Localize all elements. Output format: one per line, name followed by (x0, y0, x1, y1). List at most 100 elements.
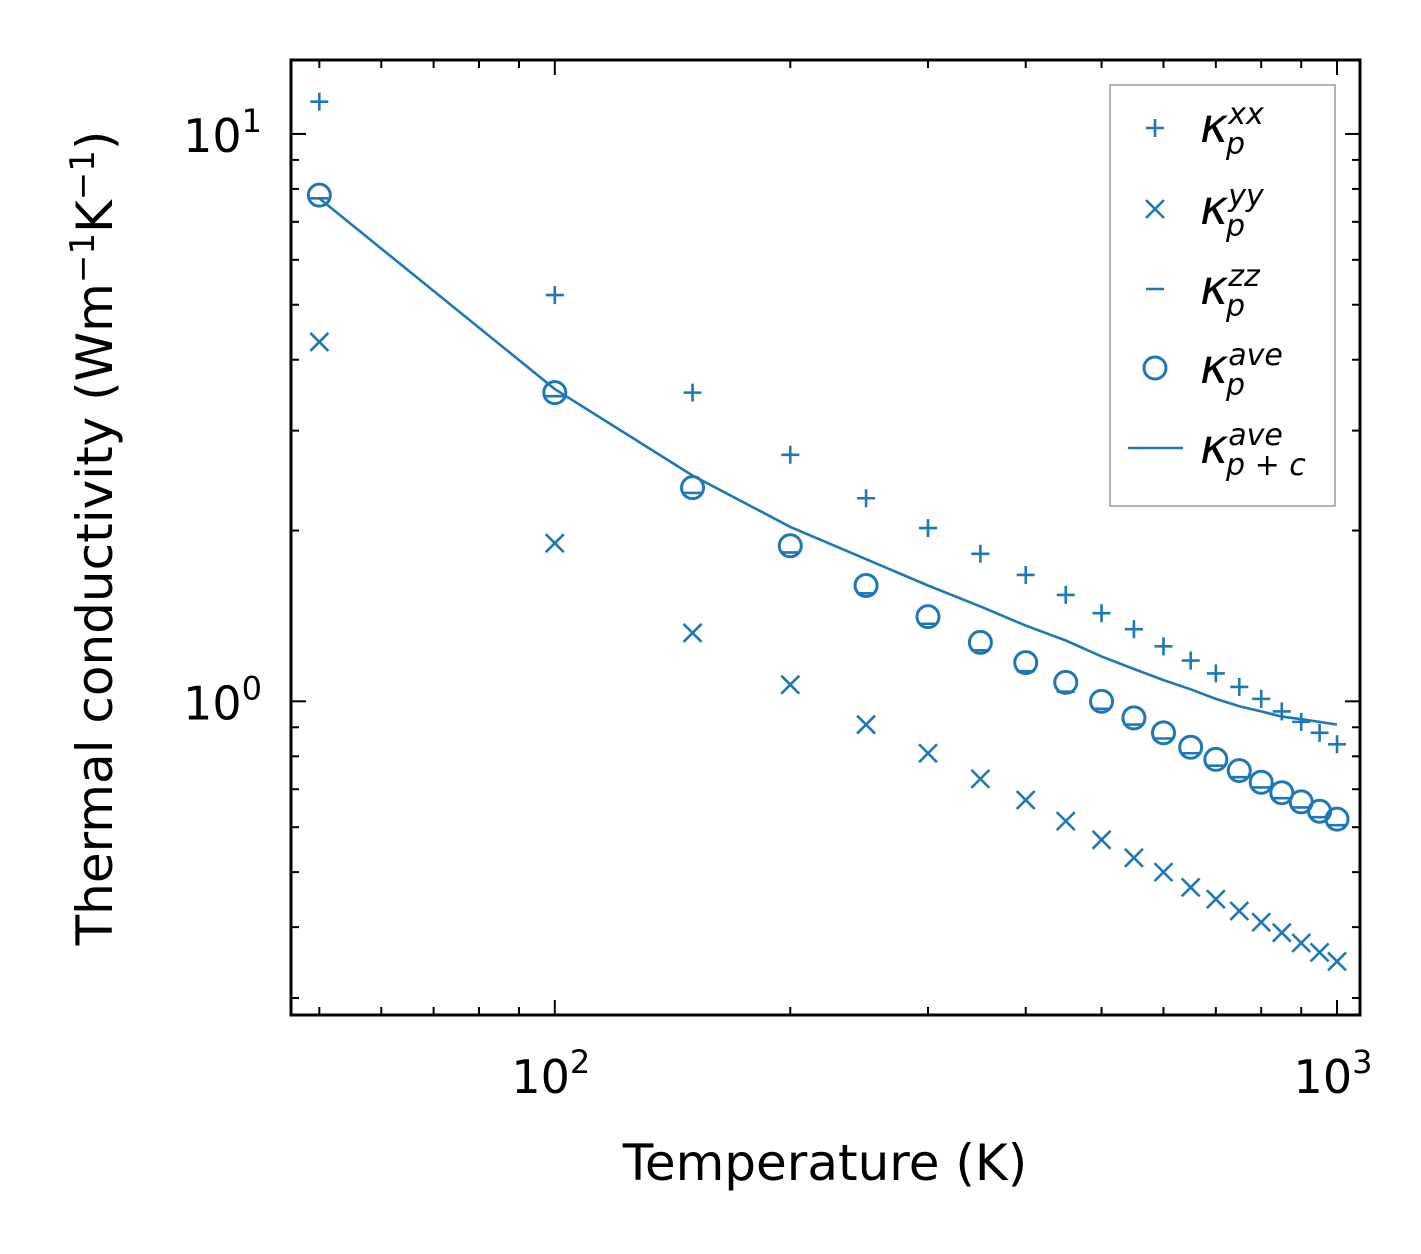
series-ave_pc (318, 197, 1338, 726)
y-axis-title-exp2: −1 (63, 150, 103, 200)
data-point-xx (919, 519, 938, 538)
data-point-ave (915, 604, 941, 630)
data-point-yy (1251, 912, 1272, 933)
data-point-ave (777, 533, 803, 559)
data-point-ave (1226, 758, 1252, 784)
y-tick-label: 101 (183, 102, 262, 163)
data-point-xx (781, 445, 800, 464)
legend-label-zz: κzz p (1200, 259, 1261, 324)
data-point-xx (971, 544, 990, 563)
y-axis-title: Thermal conductivity (Wm−1K−1) (63, 131, 124, 947)
legend-sup-ave-pc: ave (1228, 418, 1283, 453)
legend-label-yy: κyy p (1200, 179, 1265, 244)
data-point-ave (542, 380, 568, 406)
legend-sub-zz: p (1225, 289, 1245, 324)
data-point-yy (1327, 951, 1347, 972)
x-tick-label-exp: 2 (570, 1043, 590, 1081)
legend-sub-xx: p (1225, 127, 1245, 162)
data-point-yy (1055, 811, 1076, 832)
y-tick-label-exp: 0 (242, 669, 262, 707)
data-point-yy (1015, 790, 1036, 810)
legend-marker-ave (1142, 355, 1168, 381)
legend-label-ave: κave p (1200, 338, 1283, 403)
data-point-ave (1013, 650, 1039, 676)
legend: κxx p κyy p κzz p κave p κave p + c (1109, 84, 1336, 507)
data-point-xx (1124, 620, 1143, 639)
series-xx (310, 92, 1347, 754)
x-tick-label-exp: 3 (1352, 1043, 1372, 1081)
data-point-xx (683, 383, 702, 402)
data-point-yy (1291, 933, 1312, 953)
data-point-xx (1092, 604, 1111, 623)
legend-kappa-zz: κ (1200, 260, 1229, 316)
data-point-xx (1230, 677, 1249, 696)
legend-sup-zz: zz (1227, 259, 1261, 294)
legend-kappa-yy: κ (1200, 180, 1229, 236)
x-tick-label: 102 (511, 1043, 590, 1104)
data-point-yy (1124, 847, 1144, 868)
data-point-yy (970, 768, 991, 789)
data-point-xx (310, 92, 329, 111)
y-tick-label-base: 10 (183, 676, 242, 730)
series-yy (309, 331, 1347, 972)
legend-sub-ave-pc: p + c (1225, 448, 1306, 483)
y-tick-label-base: 10 (183, 109, 242, 163)
data-point-xx (1310, 723, 1329, 742)
data-point-ave (967, 629, 993, 655)
y-axis-title-exp1: −1 (63, 233, 103, 283)
data-point-ave (1053, 669, 1079, 695)
legend-sup-yy: yy (1227, 179, 1265, 214)
data-point-ave (1248, 769, 1274, 795)
y-axis-title-mid: K (66, 199, 124, 233)
x-tick-label-base: 10 (1294, 1050, 1353, 1104)
data-point-xx (1252, 689, 1271, 708)
legend-sub-yy: p (1225, 209, 1245, 244)
data-point-yy (682, 622, 703, 643)
data-point-xx (1056, 585, 1075, 604)
data-point-yy (1229, 901, 1250, 921)
series-line-ave_pc (318, 197, 1338, 726)
y-axis-title-end: ) (66, 131, 124, 151)
data-point-yy (544, 533, 565, 554)
legend-kappa-ave-pc: κ (1200, 419, 1229, 475)
data-point-ave (1089, 688, 1115, 714)
data-point-xx (857, 489, 876, 508)
data-point-yy (1205, 889, 1226, 910)
legend-kappa-xx: κ (1200, 98, 1229, 154)
y-tick-label-exp: 1 (242, 102, 262, 140)
x-tick-label: 103 (1294, 1043, 1373, 1104)
data-point-ave (306, 182, 332, 208)
data-point-xx (1154, 637, 1173, 656)
data-point-xx (1292, 712, 1311, 731)
legend-sup-ave: ave (1228, 338, 1283, 373)
data-point-yy (1271, 922, 1292, 943)
data-point-xx (1016, 565, 1035, 584)
data-point-ave (853, 573, 879, 599)
y-axis-title-main: Thermal conductivity (Wm (66, 283, 124, 946)
y-tick-label: 100 (183, 669, 262, 730)
legend-marker-yy (1145, 199, 1165, 219)
legend-label-xx: κxx p (1200, 97, 1264, 162)
series-ave (306, 182, 1350, 832)
plot-frame (289, 58, 1362, 1017)
legend-label-ave-pc: κave p + c (1200, 418, 1306, 483)
data-point-yy (918, 743, 938, 764)
data-point-yy (1153, 862, 1174, 883)
legend-kappa-ave: κ (1200, 339, 1229, 395)
data-point-ave (1203, 746, 1229, 772)
data-point-yy (780, 674, 801, 695)
legend-sup-xx: xx (1227, 97, 1264, 132)
data-point-ave (1121, 705, 1147, 731)
data-point-ave (1324, 806, 1350, 832)
legend-marker-xx (1146, 119, 1164, 137)
data-point-xx (1181, 651, 1200, 670)
data-point-xx (545, 286, 564, 305)
x-axis-title: Temperature (K) (622, 1134, 1027, 1192)
data-point-ave (1150, 720, 1176, 746)
data-point-yy (1180, 877, 1201, 898)
major-ticks (291, 60, 1360, 1015)
data-point-yy (1309, 942, 1330, 963)
data-point-yy (309, 331, 330, 352)
